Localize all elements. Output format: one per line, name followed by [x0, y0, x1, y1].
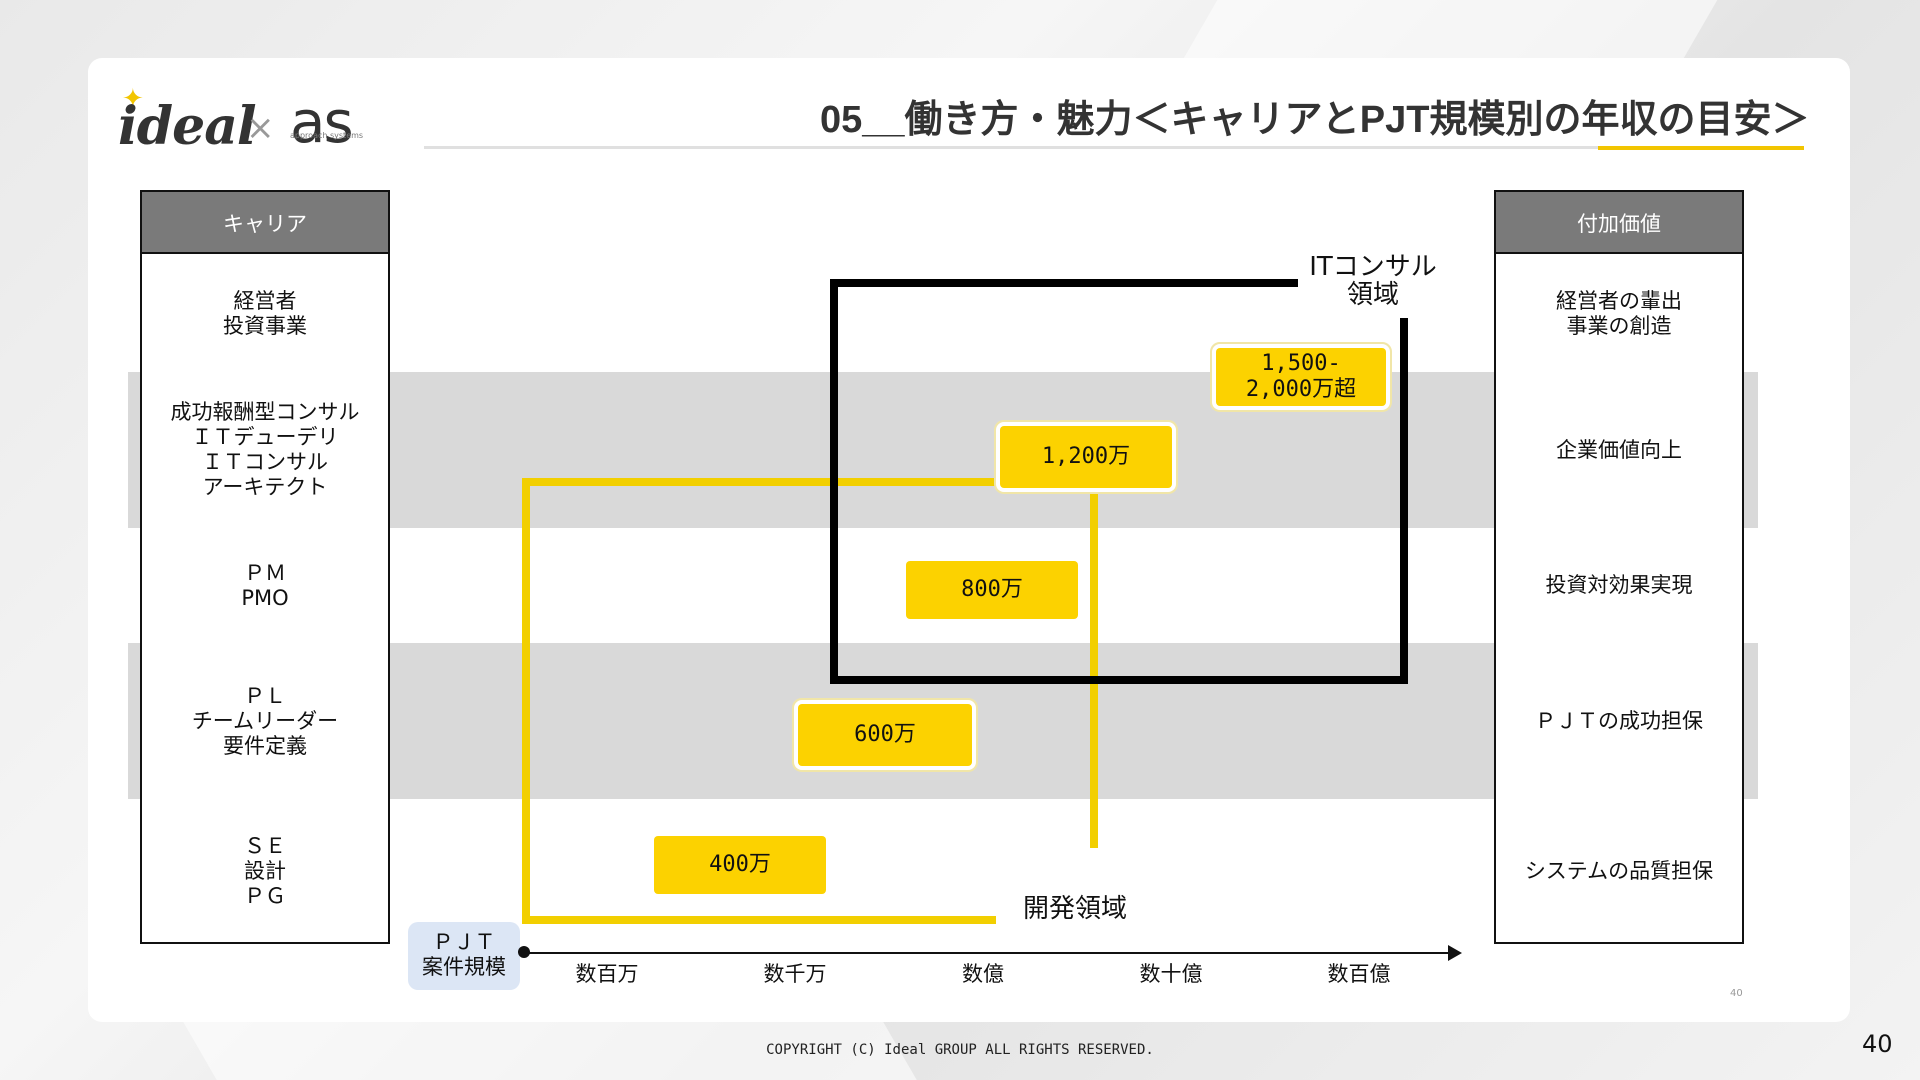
axis-tick-label: 数十億	[1139, 962, 1203, 986]
axis-origin-dot	[518, 946, 530, 958]
pjt-axis-label: ＰＪＴ 案件規模	[408, 922, 520, 990]
background-shard	[1182, 0, 1718, 60]
axis-tick-label: 数億	[962, 962, 1004, 986]
dev-area-right-line	[1090, 482, 1098, 848]
dev-area-top-line	[522, 478, 1000, 486]
dev-area-bottom-line	[522, 916, 996, 924]
value-row: 企業価値向上	[1556, 437, 1682, 462]
it-area-bottom-line	[830, 676, 1408, 684]
career-row: ＰＬ チームリーダー 要件定義	[191, 683, 339, 758]
logo-separator: ×	[246, 108, 275, 148]
dev-area-left-line	[522, 478, 530, 924]
salary-badge-1500: 1,500- 2,000万超	[1216, 348, 1386, 406]
title-rule	[424, 146, 1804, 149]
copyright-text: COPYRIGHT (C) Ideal GROUP ALL RIGHTS RES…	[766, 1042, 1154, 1058]
career-heading: キャリア	[140, 190, 390, 254]
axis-tick-label: 数百万	[575, 962, 639, 986]
career-row: ＰＭ PMO	[241, 560, 289, 610]
career-row: ＳＥ 設計 ＰＧ	[244, 834, 286, 908]
it-area-top-line	[830, 279, 1298, 287]
axis-arrow-icon	[1448, 945, 1462, 961]
it-consul-area-label: ITコンサル 領域	[1298, 253, 1448, 309]
it-area-left-line	[830, 279, 838, 684]
axis-tick-label: 数千万	[763, 962, 827, 986]
x-axis-line	[524, 952, 1454, 954]
value-column	[1494, 190, 1744, 944]
small-page-number: 40	[1730, 988, 1743, 999]
partner-logo: as	[290, 88, 354, 156]
page-number: 40	[1862, 1030, 1893, 1058]
axis-tick-label: 数百億	[1327, 962, 1391, 986]
value-row: 投資対効果実現	[1545, 573, 1693, 597]
title-accent	[1598, 146, 1804, 150]
career-row: 成功報酬型コンサル ＩＴデューデリ ＩＴコンサル アーキテクト	[170, 400, 360, 499]
value-row: 経営者の輩出 事業の創造	[1556, 289, 1682, 338]
salary-badge-600: 600万	[798, 704, 972, 766]
salary-badge-800: 800万	[906, 561, 1078, 619]
dev-area-label: 開発領域	[1022, 894, 1127, 924]
it-area-right-line	[1400, 318, 1408, 684]
star-icon: ✦	[122, 84, 144, 114]
salary-badge-1200: 1,200万	[1000, 426, 1172, 488]
career-row: 経営者 投資事業	[223, 289, 307, 338]
partner-logo-sub: approach systems	[290, 131, 364, 140]
value-row: ＰＪＴの成功担保	[1535, 708, 1703, 733]
ideal-logo: ideal	[118, 96, 257, 157]
salary-badge-400: 400万	[654, 836, 826, 894]
value-row: システムの品質担保	[1524, 859, 1714, 883]
slide-title: 05__働き方・魅力＜キャリアとPJT規模別の年収の目安＞	[820, 99, 1810, 141]
band-row-2	[128, 372, 1758, 528]
value-heading: 付加価値	[1494, 190, 1744, 254]
